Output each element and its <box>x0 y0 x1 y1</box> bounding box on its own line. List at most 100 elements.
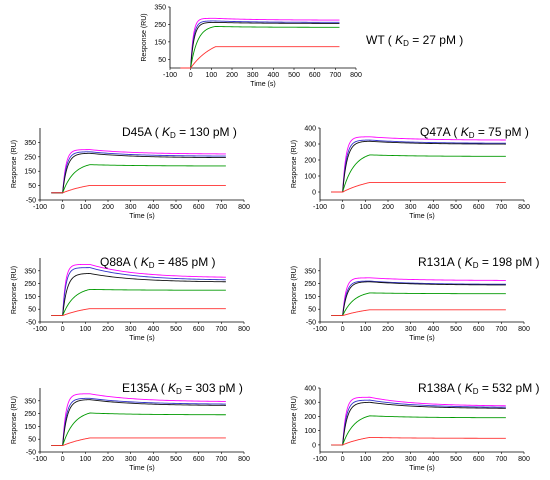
y-tick-label: -50 <box>26 320 36 327</box>
series-line-3 <box>51 273 226 317</box>
panel-d45a: -100 0 100 200 300 400 500 600 700 800 -50 50 150 250… <box>11 125 250 220</box>
panel-title: Q47A ( KD = 75 pM ) <box>420 125 529 140</box>
y-tick-label: 150 <box>24 294 36 301</box>
y-tick-label: 350 <box>154 5 166 12</box>
x-tick-label: 400 <box>427 204 439 211</box>
x-tick-label: 200 <box>102 204 114 211</box>
series-line-2 <box>51 397 226 447</box>
x-axis-label: Time (s) <box>409 335 434 342</box>
x-tick-label: 100 <box>79 204 91 211</box>
series-line-3 <box>331 281 506 317</box>
panel-q88a: -100 0 100 200 300 400 500 600 700 800 -50 50 150 250… <box>11 255 250 342</box>
panel-title: R131A ( KD = 198 pM ) <box>418 255 540 270</box>
x-axis-label: Time (s) <box>409 465 434 472</box>
y-tick-label: 250 <box>24 411 36 418</box>
x-tick-label: 700 <box>495 326 507 333</box>
series-line-4 <box>331 154 506 193</box>
y-axis-label: Response (RU) <box>11 396 18 444</box>
y-tick-label: 100 <box>304 174 316 181</box>
series-line-3 <box>331 140 506 193</box>
series-line-5 <box>180 46 340 69</box>
x-tick-label: -100 <box>163 72 177 79</box>
x-tick-label: 200 <box>382 456 394 463</box>
y-axis-label: Response (RU) <box>11 140 18 188</box>
panel-e135a: -100 0 100 200 300 400 500 600 700 800 -50 50 150 250… <box>11 381 250 472</box>
series-line-5 <box>331 436 506 446</box>
y-tick-label: -50 <box>26 198 36 205</box>
x-tick-label: 500 <box>450 204 462 211</box>
x-tick-label: 0 <box>341 204 345 211</box>
x-tick-label: 200 <box>102 326 114 333</box>
x-tick-label: 600 <box>193 456 205 463</box>
x-tick-label: 800 <box>518 456 530 463</box>
x-tick-label: 400 <box>147 326 159 333</box>
x-tick-label: 400 <box>427 326 439 333</box>
series-line-4 <box>331 292 506 317</box>
series-line-2 <box>331 280 506 317</box>
x-tick-label: -100 <box>33 326 47 333</box>
y-tick-label: 150 <box>154 39 166 46</box>
x-tick-label: 700 <box>495 204 507 211</box>
x-axis-label: Time (s) <box>129 213 154 220</box>
y-axis-label: Response (RU) <box>291 140 298 188</box>
series-line-1 <box>51 393 226 447</box>
series-line-5 <box>331 182 506 193</box>
y-tick-label: 250 <box>154 22 166 29</box>
x-tick-label: 600 <box>473 326 485 333</box>
series-line-4 <box>51 412 226 447</box>
x-tick-label: 400 <box>267 72 279 79</box>
x-tick-label: -100 <box>313 456 327 463</box>
x-tick-label: 300 <box>125 326 137 333</box>
x-tick-label: 700 <box>329 72 341 79</box>
y-tick-label: 50 <box>28 307 36 314</box>
x-axis-label: Time (s) <box>129 465 154 472</box>
series-line-2 <box>331 139 506 193</box>
y-tick-label: 50 <box>308 307 316 314</box>
x-tick-label: -100 <box>33 456 47 463</box>
y-tick-label: 200 <box>304 158 316 165</box>
x-tick-label: -100 <box>33 204 47 211</box>
x-tick-label: 400 <box>147 204 159 211</box>
y-tick-label: 350 <box>24 140 36 147</box>
y-tick-label: 150 <box>24 169 36 176</box>
x-tick-label: 0 <box>189 72 193 79</box>
x-axis-label: Time (s) <box>250 81 275 88</box>
panel-wt: -100 0 100 200 300 400 500 600 700 800 50 150 250 350… <box>141 5 463 89</box>
y-tick-label: 300 <box>304 400 316 407</box>
x-tick-label: 500 <box>288 72 300 79</box>
x-tick-label: 600 <box>193 326 205 333</box>
series-line-5 <box>51 308 226 317</box>
series-line-5 <box>331 309 506 317</box>
series-line-2 <box>51 267 226 317</box>
panel-title: E135A ( KD = 303 pM ) <box>122 381 243 396</box>
y-axis-label: Response (RU) <box>11 266 18 314</box>
x-axis-label: Time (s) <box>129 335 154 342</box>
y-tick-label: -50 <box>306 320 316 327</box>
x-tick-label: 300 <box>405 456 417 463</box>
x-tick-label: 500 <box>450 326 462 333</box>
x-tick-label: 700 <box>495 456 507 463</box>
series-line-1 <box>331 396 506 446</box>
series-line-1 <box>51 149 226 194</box>
panel-r138a: -100 0 100 200 300 400 500 600 700 800 0 100 200 300 4… <box>291 381 540 472</box>
y-tick-label: 50 <box>158 57 166 64</box>
x-tick-label: 100 <box>79 456 91 463</box>
y-tick-label: 350 <box>24 268 36 275</box>
x-tick-label: 800 <box>518 326 530 333</box>
x-tick-label: 300 <box>247 72 259 79</box>
series-line-2 <box>180 20 340 69</box>
x-tick-label: 800 <box>350 72 362 79</box>
x-axis-label: Time (s) <box>409 213 434 220</box>
y-tick-label: 200 <box>304 414 316 421</box>
x-tick-label: 500 <box>170 326 182 333</box>
x-tick-label: 300 <box>125 456 137 463</box>
panel-r131a: -100 0 100 200 300 400 500 600 700 800 -50 50 150 250… <box>291 255 540 342</box>
panel-title: WT ( KD = 27 pM ) <box>366 33 463 48</box>
series-line-3 <box>180 21 340 69</box>
panel-title: D45A ( KD = 130 pM ) <box>122 125 237 140</box>
x-tick-label: 400 <box>147 456 159 463</box>
x-tick-label: 200 <box>102 456 114 463</box>
y-axis-label: Response (RU) <box>291 396 298 444</box>
series-line-1 <box>180 17 340 69</box>
